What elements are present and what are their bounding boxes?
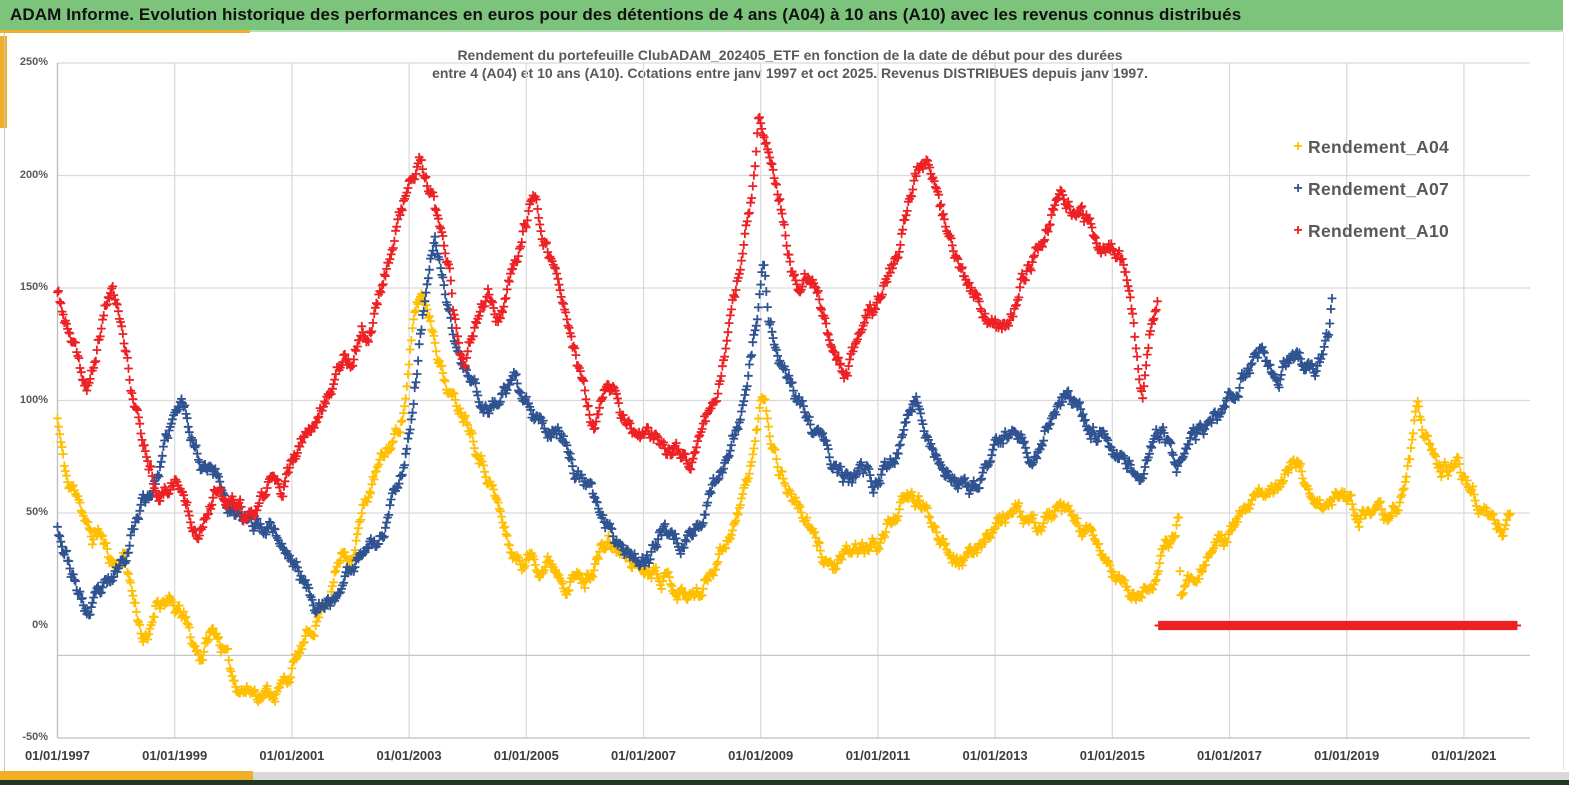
y-tick-label: 250% [19, 56, 48, 68]
x-tick-label: 01/01/2007 [610, 748, 677, 763]
plus-marker-icon: + [1293, 222, 1303, 239]
legend-label: Rendement_A07 [1308, 178, 1450, 199]
bottom-frame-border [0, 780, 1569, 785]
x-tick-label: 01/01/2013 [962, 748, 1028, 763]
x-tick-label: 01/01/2015 [1079, 748, 1145, 763]
y-tick-label: 0% [32, 618, 48, 631]
app-header-title: ADAM Informe. Evolution historique des p… [0, 0, 1563, 30]
x-tick-label: 01/01/2001 [259, 748, 325, 763]
chart-legend: + Rendement_A04 + Rendement_A07 + Rendem… [1288, 132, 1518, 258]
x-tick-label: 01/01/2019 [1314, 748, 1380, 763]
x-tick-label: 01/01/2021 [1431, 748, 1497, 763]
plus-marker-icon: + [1293, 138, 1303, 155]
y-tick-label: 200% [19, 168, 48, 181]
x-tick-label: 01/01/2011 [845, 748, 911, 763]
x-tick-label: 01/01/1999 [142, 748, 208, 763]
chart-title-line2: entre 4 (A04) et 10 ans (A10). Cotations… [432, 65, 1148, 81]
gold-accent-underline [0, 30, 250, 33]
y-tick-label: 150% [19, 281, 48, 293]
x-tick-label: 01/01/2009 [728, 748, 794, 763]
x-tick-label: 01/01/1997 [24, 748, 91, 763]
gold-accent-bottom-bar [0, 771, 253, 780]
legend-item-a10[interactable]: + Rendement_A10 [1288, 216, 1518, 246]
chart-title-line1: Rendement du portefeuille ClubADAM_20240… [457, 47, 1123, 63]
x-tick-label: 01/01/2017 [1196, 748, 1263, 763]
left-frame-border [4, 33, 5, 773]
legend-item-a07[interactable]: + Rendement_A07 [1288, 174, 1518, 204]
x-tick-label: 01/01/2005 [493, 748, 559, 763]
x-tick-label: 01/01/2003 [376, 748, 442, 763]
legend-label: Rendement_A04 [1308, 136, 1450, 157]
y-tick-label: 50% [25, 506, 48, 518]
right-frame-border [1563, 33, 1564, 770]
legend-label: Rendement_A10 [1308, 220, 1450, 241]
y-tick-label: -50% [22, 731, 48, 743]
green-accent-underline [250, 30, 1563, 32]
gold-accent-corner-bar [0, 36, 7, 128]
bottom-scrollbar-track[interactable] [0, 772, 1569, 780]
y-tick-label: 100% [19, 393, 48, 406]
legend-item-a04[interactable]: + Rendement_A04 [1288, 132, 1518, 162]
plus-marker-icon: + [1293, 180, 1303, 197]
